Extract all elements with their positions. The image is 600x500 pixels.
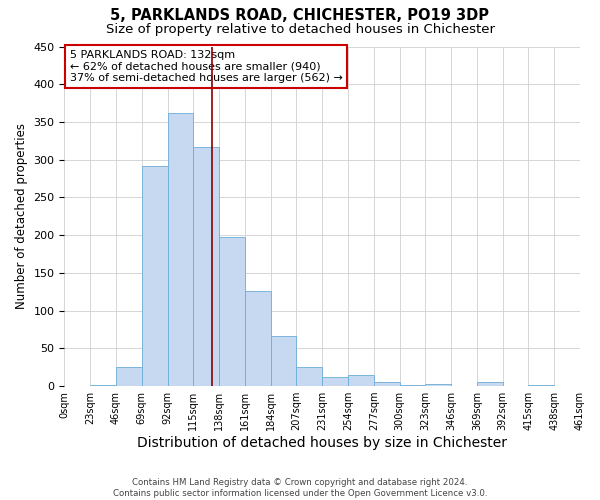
Text: Size of property relative to detached houses in Chichester: Size of property relative to detached ho… <box>106 22 494 36</box>
X-axis label: Distribution of detached houses by size in Chichester: Distribution of detached houses by size … <box>137 436 507 450</box>
Bar <box>167 113 193 386</box>
Text: Contains HM Land Registry data © Crown copyright and database right 2024.
Contai: Contains HM Land Registry data © Crown c… <box>113 478 487 498</box>
Bar <box>296 367 322 386</box>
Text: 5 PARKLANDS ROAD: 132sqm
← 62% of detached houses are smaller (940)
37% of semi-: 5 PARKLANDS ROAD: 132sqm ← 62% of detach… <box>70 50 343 83</box>
Text: 5, PARKLANDS ROAD, CHICHESTER, PO19 3DP: 5, PARKLANDS ROAD, CHICHESTER, PO19 3DP <box>110 8 490 22</box>
Bar <box>271 336 296 386</box>
Bar <box>219 238 245 386</box>
Bar <box>142 166 167 386</box>
Bar <box>193 147 219 386</box>
Bar <box>425 384 451 386</box>
Bar <box>348 375 374 386</box>
Bar <box>245 291 271 386</box>
Bar <box>477 382 503 386</box>
Bar <box>116 367 142 386</box>
Bar <box>374 382 400 386</box>
Y-axis label: Number of detached properties: Number of detached properties <box>15 124 28 310</box>
Bar <box>322 377 348 386</box>
Bar <box>90 384 116 386</box>
